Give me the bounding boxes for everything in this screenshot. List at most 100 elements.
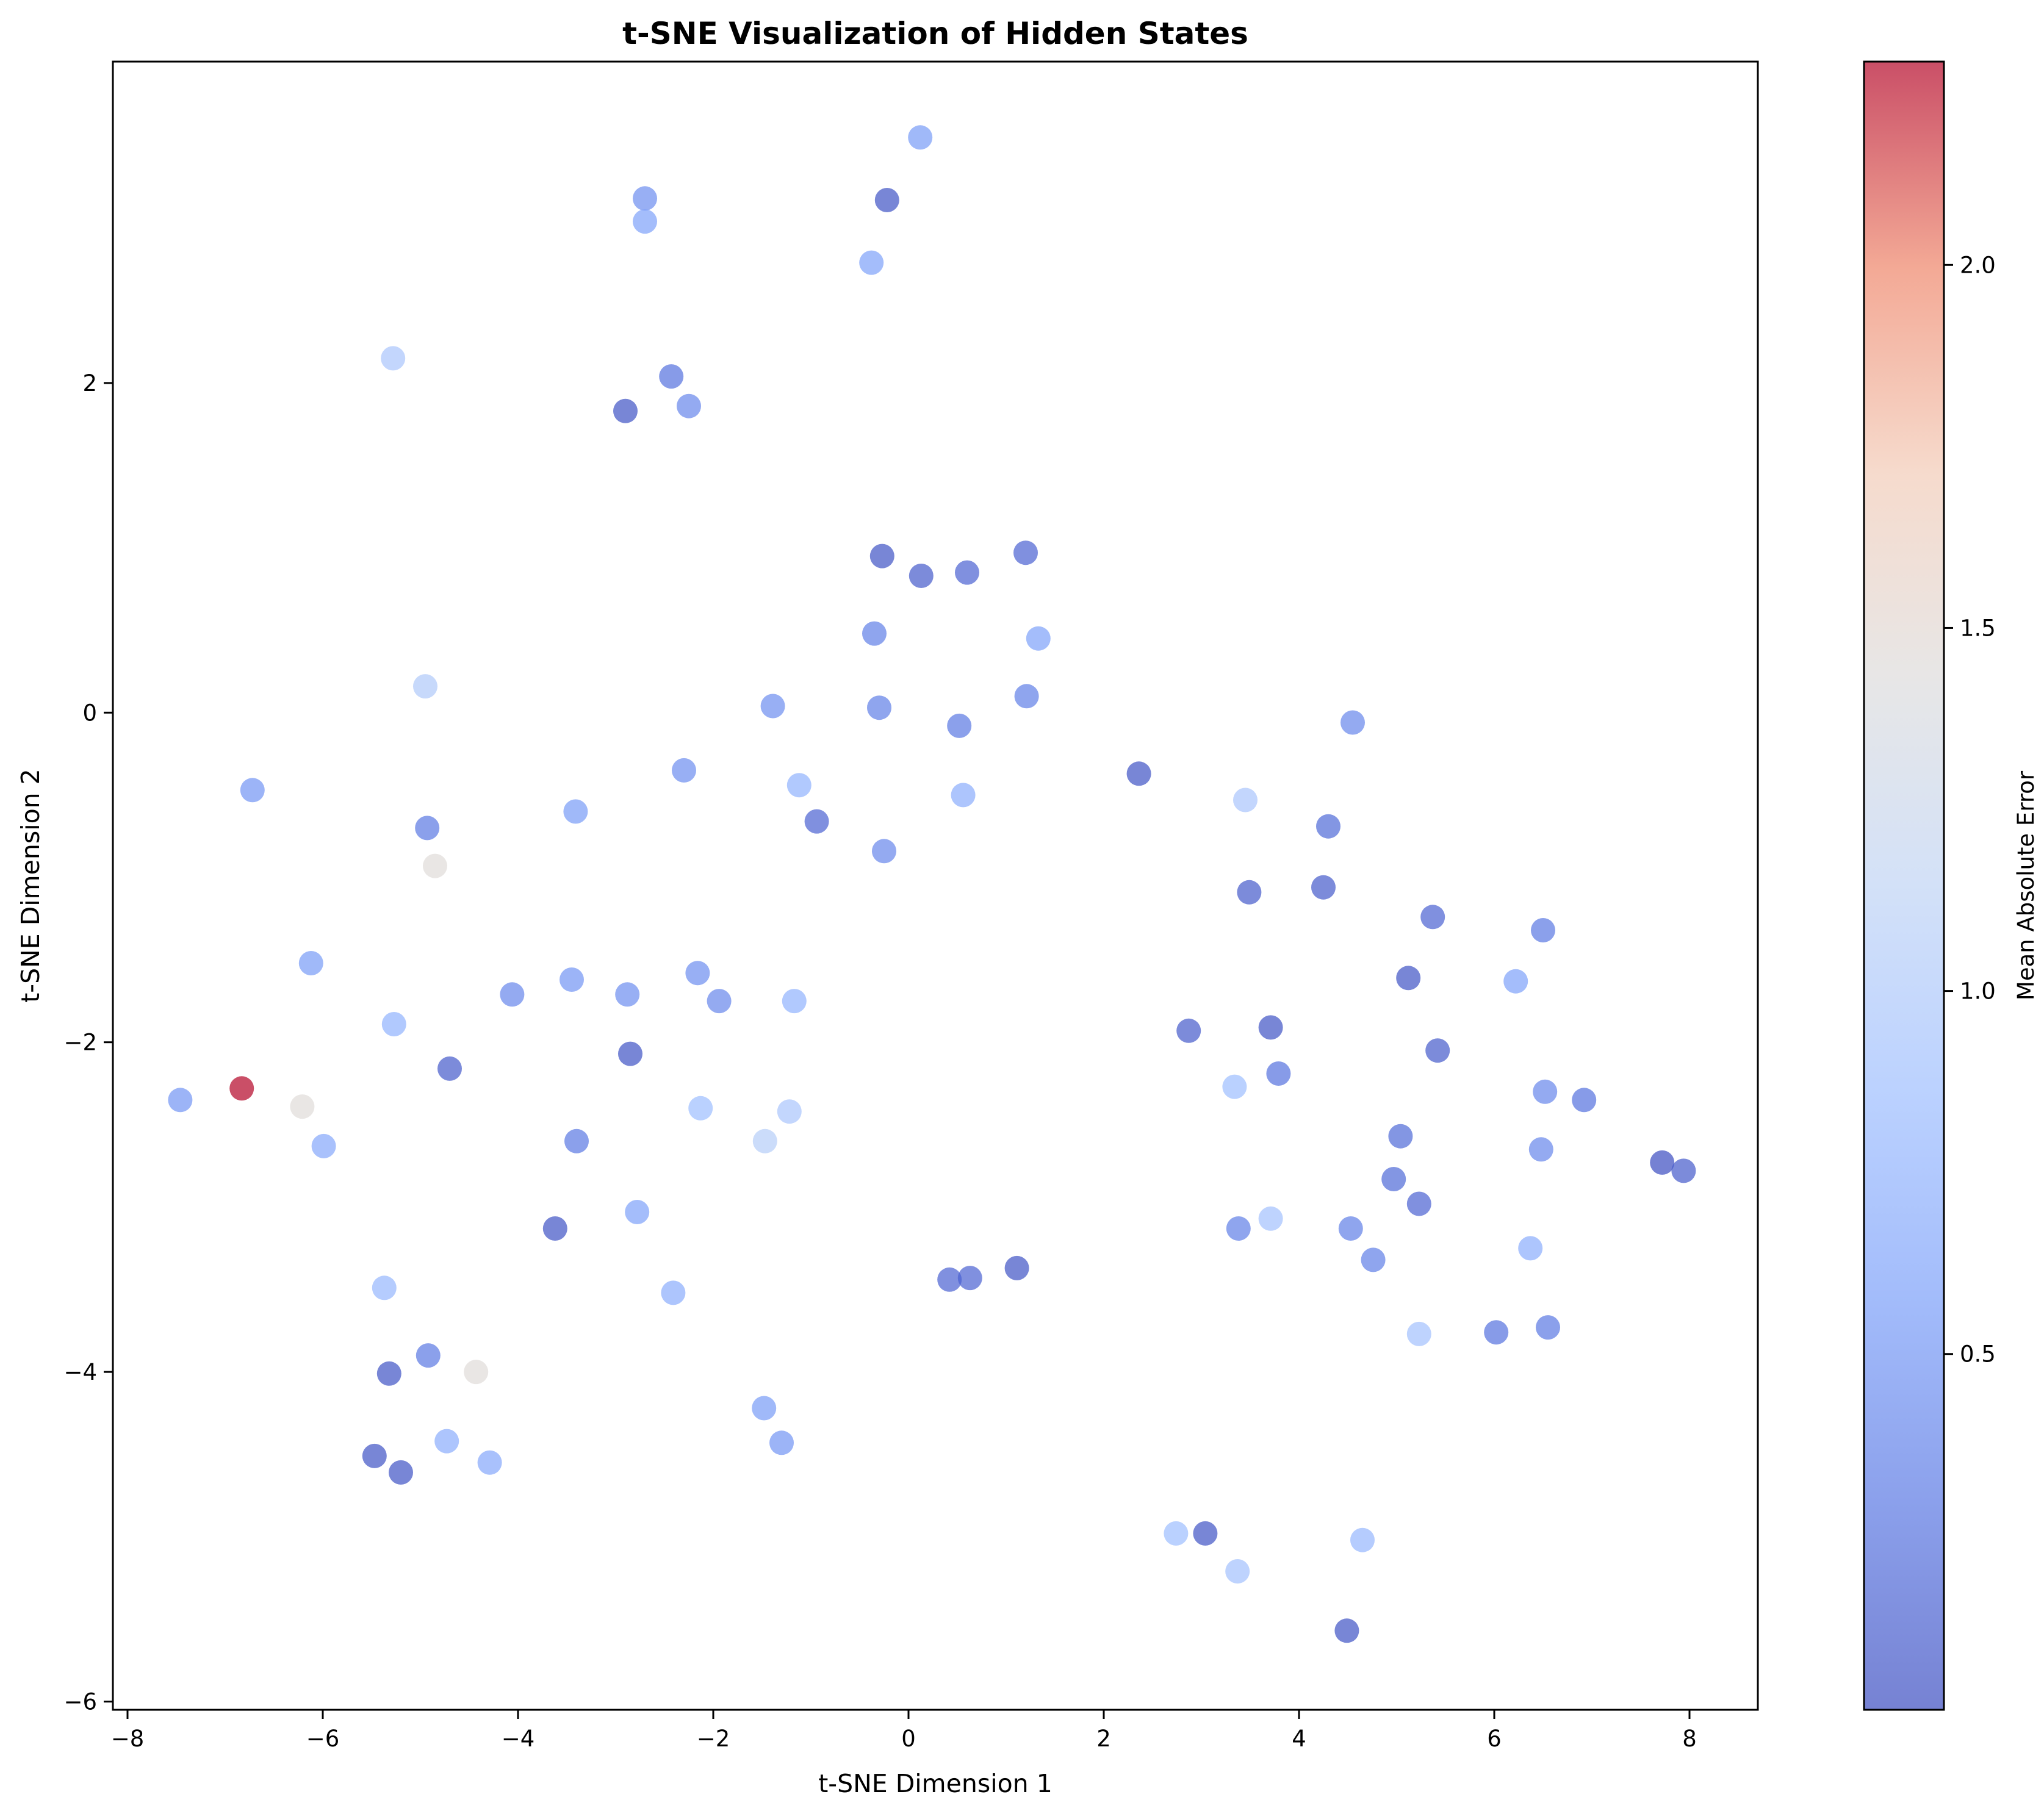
scatter-point [477, 1450, 502, 1475]
scatter-point [1311, 875, 1336, 900]
scatter-point [1026, 626, 1051, 651]
scatter-point [434, 1429, 459, 1454]
scatter-point [1518, 1236, 1543, 1261]
scatter-point [1258, 1015, 1283, 1040]
scatter-point [1013, 540, 1038, 565]
scatter-points [168, 125, 1696, 1643]
scatter-point [1258, 1206, 1283, 1231]
scatter-point [290, 1094, 315, 1119]
scatter-point [1340, 710, 1365, 735]
scatter-point [1406, 1321, 1431, 1346]
x-tick-label: −2 [697, 1726, 730, 1752]
scatter-point [869, 543, 894, 569]
scatter-point [1425, 1038, 1450, 1063]
scatter-point [437, 1056, 462, 1081]
scatter-point [760, 694, 785, 719]
scatter-point [1572, 1088, 1597, 1113]
scatter-point [937, 1267, 962, 1292]
scatter-point [615, 982, 640, 1007]
scatter-point [542, 1216, 567, 1241]
scatter-point [872, 839, 896, 864]
colorbar-tick-label: 1.5 [1960, 615, 1996, 641]
scatter-point [1233, 787, 1258, 813]
scatter-point [1176, 1018, 1201, 1043]
scatter-point [1193, 1521, 1218, 1546]
colorbar [1864, 62, 1944, 1710]
scatter-point [955, 560, 979, 585]
x-axis-label: t-SNE Dimension 1 [818, 1769, 1053, 1798]
y-tick-label: 0 [82, 700, 97, 726]
scatter-point [1381, 1167, 1406, 1191]
scatter-point [867, 695, 891, 720]
scatter-point [372, 1275, 397, 1300]
y-axis-label: t-SNE Dimension 2 [16, 769, 45, 1003]
scatter-point [947, 713, 972, 738]
colorbar-tick-label: 0.5 [1960, 1341, 1996, 1368]
scatter-point [782, 989, 807, 1014]
scatter-point [752, 1396, 777, 1421]
scatter-point [1338, 1216, 1363, 1241]
scatter-point [416, 1343, 441, 1368]
scatter-point [168, 1088, 193, 1113]
scatter-point [1396, 966, 1421, 991]
scatter-point [874, 188, 899, 212]
scatter-point [909, 564, 934, 588]
scatter-point [786, 773, 811, 798]
x-tick-label: −4 [502, 1726, 535, 1752]
scatter-point [625, 1200, 650, 1224]
scatter-point [1484, 1320, 1509, 1345]
y-tick-label: −6 [63, 1688, 97, 1715]
scatter-point [777, 1099, 802, 1124]
scatter-point [1350, 1527, 1375, 1552]
scatter-point [1225, 1559, 1250, 1584]
scatter-point [464, 1360, 489, 1385]
scatter-point [1004, 1255, 1029, 1280]
x-tick-label: 4 [1292, 1726, 1306, 1752]
scatter-point [240, 778, 265, 803]
scatter-point [1671, 1158, 1696, 1183]
scatter-point [769, 1430, 794, 1455]
scatter-point [1164, 1521, 1189, 1546]
scatter-point [415, 816, 440, 841]
scatter-point [862, 621, 887, 646]
scatter-point [1533, 1079, 1558, 1104]
scatter-point [659, 364, 684, 389]
scatter-point [389, 1460, 413, 1485]
scatter-point [908, 125, 933, 150]
scatter-point [633, 186, 657, 211]
scatter-point [1420, 905, 1445, 930]
scatter-point [1334, 1618, 1359, 1643]
scatter-point [804, 809, 829, 834]
x-axis-ticks: −8 −6 −4 −2 0 2 4 6 8 [111, 1710, 1697, 1752]
scatter-point [613, 398, 638, 423]
scatter-point [672, 758, 696, 783]
scatter-point [362, 1443, 387, 1468]
colorbar-tick-label: 2.0 [1960, 252, 1996, 278]
colorbar-tick-label: 1.0 [1960, 978, 1996, 1005]
x-tick-label: −8 [111, 1726, 145, 1752]
y-tick-label: −2 [63, 1030, 97, 1056]
scatter-point [618, 1041, 642, 1066]
y-tick-label: 2 [82, 370, 97, 396]
scatter-point [957, 1266, 982, 1291]
scatter-point [752, 1128, 777, 1153]
scatter-point [707, 989, 732, 1014]
scatter-point [1226, 1216, 1251, 1241]
plot-frame [112, 60, 1759, 1711]
scatter-point [633, 209, 657, 234]
scatter-point [298, 951, 323, 975]
scatter-point [951, 783, 976, 808]
y-axis-ticks: −6 −4 −2 0 2 [63, 370, 113, 1715]
scatter-point [1406, 1191, 1431, 1216]
y-tick-label: −4 [63, 1359, 97, 1385]
scatter-point [688, 1096, 713, 1121]
scatter-point [1237, 880, 1262, 905]
scatter-point [1126, 761, 1151, 786]
scatter-point [1528, 1137, 1553, 1162]
scatter-point [563, 799, 588, 824]
scatter-point [311, 1133, 336, 1158]
x-tick-label: 8 [1682, 1726, 1697, 1752]
scatter-point [1222, 1074, 1247, 1099]
colorbar-frame [1863, 60, 1945, 1711]
